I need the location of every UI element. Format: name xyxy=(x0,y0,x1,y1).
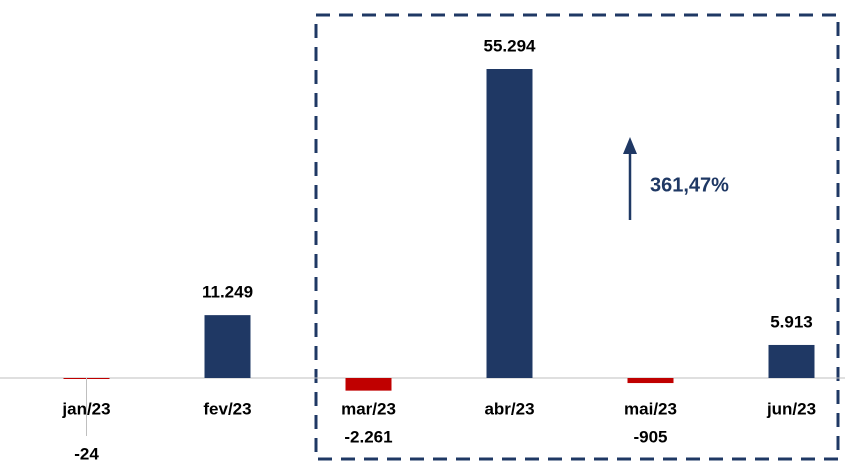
value-label: -24 xyxy=(74,444,99,463)
bar xyxy=(204,315,251,378)
x-tick-label: fev/23 xyxy=(203,399,251,418)
bar xyxy=(486,69,533,378)
value-label: -905 xyxy=(633,427,667,446)
annotation: 361,47% xyxy=(650,174,729,196)
x-tick-label: mai/23 xyxy=(624,399,677,418)
bar xyxy=(627,378,674,384)
bar xyxy=(345,378,392,391)
highlight-box xyxy=(314,13,840,461)
x-tick-label: jun/23 xyxy=(766,399,816,418)
arrow-head xyxy=(623,137,637,154)
value-label: 11.249 xyxy=(202,283,253,302)
value-label: 55.294 xyxy=(484,36,537,55)
x-tick-label: abr/23 xyxy=(484,399,534,418)
value-label: 5.913 xyxy=(770,312,813,331)
x-tick-label: mar/23 xyxy=(341,399,396,418)
value-label: -2.261 xyxy=(344,427,392,446)
bar xyxy=(768,344,815,378)
